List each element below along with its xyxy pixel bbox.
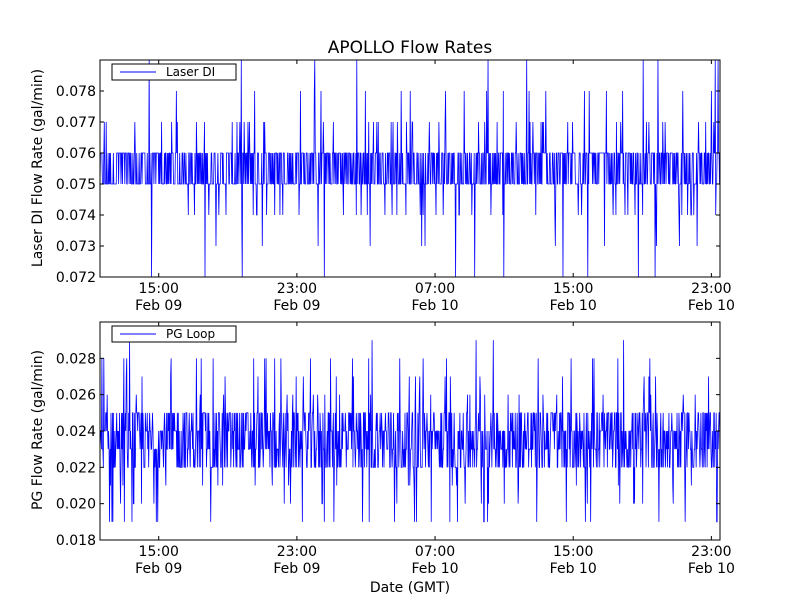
laser-di-legend-box bbox=[111, 63, 237, 81]
laser-di-xtick-time-label: 15:00 bbox=[553, 281, 593, 297]
pg-loop-xtick-date-label: Feb 09 bbox=[135, 561, 182, 577]
pg-loop-y-axis-label: PG Flow Rate (gal/min) bbox=[30, 350, 46, 510]
pg-loop-ytick-label: 0.020 bbox=[56, 497, 96, 513]
laser-di-ytick-label: 0.077 bbox=[56, 115, 96, 131]
laser-di-subplot: Laser DI Flow Rate (gal/min) 0.072 0.073 0… bbox=[30, 59, 735, 314]
laser-di-xtick-date-label: Feb 09 bbox=[273, 298, 320, 314]
laser-di-xtick-date-label: Feb 10 bbox=[550, 298, 597, 314]
laser-di-series-line bbox=[99, 59, 721, 278]
laser-di-xtick-time-label: 23:00 bbox=[277, 281, 317, 297]
pg-loop-legend-box bbox=[111, 325, 237, 343]
laser-di-y-axis-label: Laser DI Flow Rate (gal/min) bbox=[30, 69, 46, 267]
pg-loop-ytick-label: 0.022 bbox=[56, 460, 96, 476]
pg-loop-subplot: PG Flow Rate (gal/min) Date (GMT) 0.018 0… bbox=[30, 321, 735, 596]
pg-loop-xtick-date-label: Feb 10 bbox=[412, 561, 459, 577]
laser-di-ytick-label: 0.074 bbox=[56, 208, 96, 224]
laser-di-xtick-date-label: Feb 09 bbox=[135, 298, 182, 314]
laser-di-ytick-label: 0.076 bbox=[56, 146, 96, 162]
laser-di-ytick-label: 0.073 bbox=[56, 239, 96, 255]
pg-loop-xtick-time-label: 07:00 bbox=[415, 544, 455, 560]
laser-di-legend-label: Laser DI bbox=[166, 65, 215, 79]
chart-title: APOLLO Flow Rates bbox=[328, 38, 493, 58]
pg-loop-ytick-label: 0.018 bbox=[56, 533, 96, 549]
laser-di-axes-frame bbox=[99, 59, 721, 278]
pg-loop-xtick-date-label: Feb 10 bbox=[688, 561, 735, 577]
laser-di-xtick-time-label: 23:00 bbox=[691, 281, 731, 297]
laser-di-xtick-date-label: Feb 10 bbox=[412, 298, 459, 314]
laser-di-ytick-label: 0.078 bbox=[56, 84, 96, 100]
pg-loop-xtick-time-label: 23:00 bbox=[277, 544, 317, 560]
pg-loop-legend-label: PG Loop bbox=[166, 327, 215, 341]
laser-di-xtick-time-label: 15:00 bbox=[139, 281, 179, 297]
pg-loop-xtick-time-label: 23:00 bbox=[691, 544, 731, 560]
laser-di-xtick-date-label: Feb 10 bbox=[688, 298, 735, 314]
pg-loop-legend: PG Loop bbox=[111, 325, 237, 343]
pg-loop-xtick-time-label: 15:00 bbox=[553, 544, 593, 560]
laser-di-ytick-label: 0.072 bbox=[56, 270, 96, 286]
pg-loop-ytick-label: 0.028 bbox=[56, 351, 96, 367]
laser-di-xtick-time-label: 07:00 bbox=[415, 281, 455, 297]
x-axis-label: Date (GMT) bbox=[370, 580, 450, 596]
pg-loop-series-line bbox=[99, 340, 721, 523]
pg-loop-xtick-date-label: Feb 10 bbox=[550, 561, 597, 577]
pg-loop-ytick-label: 0.026 bbox=[56, 388, 96, 404]
pg-loop-xtick-time-label: 15:00 bbox=[139, 544, 179, 560]
laser-di-legend: Laser DI bbox=[111, 63, 237, 81]
pg-loop-xtick-date-label: Feb 09 bbox=[273, 561, 320, 577]
pg-loop-ytick-label: 0.024 bbox=[56, 424, 96, 440]
laser-di-ytick-label: 0.075 bbox=[56, 177, 96, 193]
